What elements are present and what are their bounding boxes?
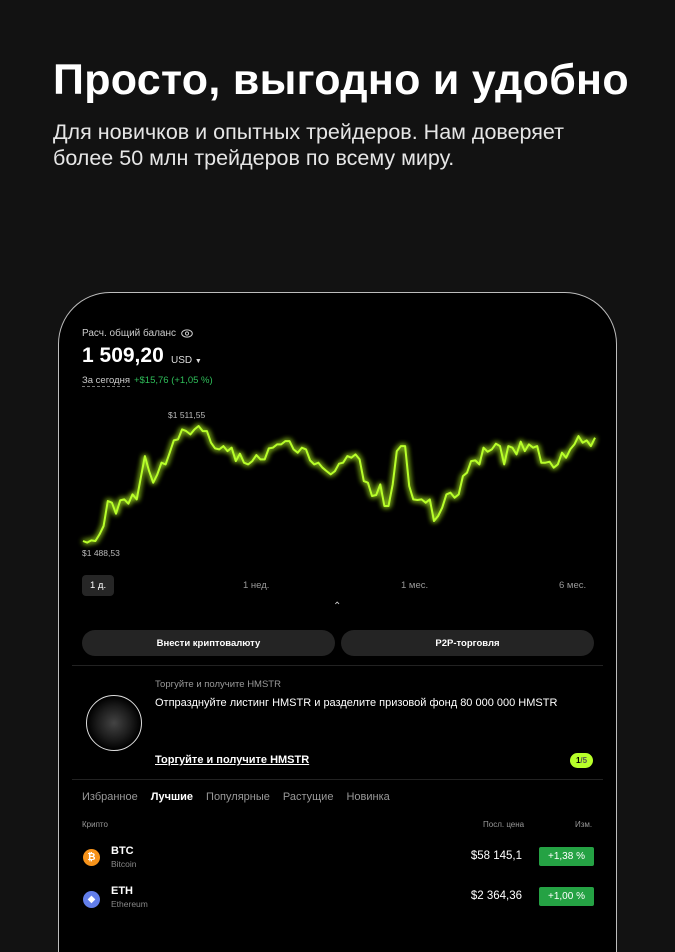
row-price: $2 364,36 — [470, 890, 522, 902]
table-row[interactable]: ◆ ETH Ethereum $2 364,36 +1,00 % — [59, 885, 616, 921]
range-6m[interactable]: 6 мес. — [559, 580, 587, 591]
chart-min-label: $1 488,53 — [82, 548, 120, 558]
currency-select[interactable]: USD ▼ — [171, 355, 202, 366]
pager-total: /5 — [580, 756, 588, 765]
range-1d[interactable]: 1 д. — [82, 575, 115, 596]
hero-title: Просто, выгодно и удобно — [53, 56, 629, 104]
tab-new[interactable]: Новинка — [346, 791, 390, 803]
balance-chart — [82, 425, 596, 544]
balance-value: 1 509,20 — [82, 344, 164, 367]
row-symbol: ETH — [111, 885, 133, 897]
today-change: За сегодня +$15,76 (+1,05 %) — [82, 375, 213, 387]
row-change-badge: +1,00 % — [539, 887, 594, 906]
currency-label: USD — [171, 355, 193, 366]
tab-favorites[interactable]: Избранное — [82, 791, 138, 803]
table-row[interactable]: ₿ BTC Bitcoin $58 145,1 +1,38 % — [59, 843, 616, 879]
chart-line — [82, 425, 596, 544]
phone-frame: Расч. общий баланс 1 509,20 USD ▼ За сег… — [58, 292, 617, 952]
caret-down-icon: ▼ — [194, 358, 202, 365]
balance-label-text: Расч. общий баланс — [82, 328, 176, 339]
row-price: $58 145,1 — [470, 850, 522, 862]
deposit-crypto-button[interactable]: Внести криптовалюту — [82, 630, 335, 656]
tab-top[interactable]: Лучшие — [150, 791, 194, 803]
promo-text: Отпразднуйте листинг HMSTR и разделите п… — [155, 697, 558, 709]
market-tabs: Избранное Лучшие Популярные Растущие Нов… — [82, 791, 390, 803]
pager-current: 1 — [575, 756, 581, 765]
bitcoin-icon: ₿ — [83, 849, 100, 866]
column-price: Посл. цена — [483, 820, 525, 829]
row-name: Bitcoin — [111, 859, 137, 869]
tab-gainers[interactable]: Растущие — [282, 791, 334, 803]
tab-popular[interactable]: Популярные — [206, 791, 270, 803]
row-symbol: BTC — [111, 845, 134, 857]
chart-max-label: $1 511,55 — [168, 410, 206, 420]
balance-label: Расч. общий баланс — [82, 328, 193, 339]
hero-subtitle: Для новичков и опытных трейдеров. Нам до… — [53, 120, 565, 170]
hamster-logo — [86, 695, 142, 751]
row-change-badge: +1,38 % — [539, 847, 594, 866]
divider — [72, 665, 603, 666]
range-1w[interactable]: 1 нед. — [243, 580, 270, 591]
promo-kicker: Торгуйте и получите HMSTR — [155, 679, 281, 690]
divider — [72, 779, 603, 780]
column-change: Изм. — [575, 820, 593, 829]
column-crypto: Крипто — [82, 820, 108, 829]
chevron-up-icon[interactable]: ⌃ — [333, 601, 342, 612]
promo-link[interactable]: Торгуйте и получите HMSTR — [155, 754, 310, 766]
today-label[interactable]: За сегодня — [82, 375, 130, 387]
today-change-value: +$15,76 (+1,05 %) — [133, 375, 213, 386]
row-name: Ethereum — [111, 899, 148, 909]
p2p-trading-button[interactable]: P2P-торговля — [341, 630, 594, 656]
promo-pager[interactable]: 1/5 — [570, 753, 593, 768]
eye-icon[interactable] — [181, 329, 193, 338]
range-1m[interactable]: 1 мес. — [401, 580, 429, 591]
